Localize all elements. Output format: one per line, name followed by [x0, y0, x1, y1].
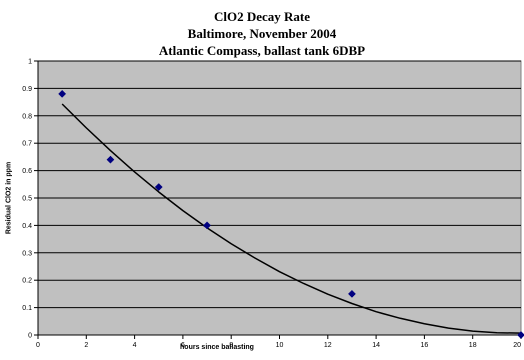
x-tick-label: 12 [324, 342, 332, 349]
chart-title-line-3: Atlantic Compass, ballast tank 6DBP [158, 43, 366, 58]
x-tick-label: 10 [276, 342, 284, 349]
x-tick-label: 0 [36, 342, 40, 349]
y-axis-title: Residual ClO2 in ppm [5, 161, 13, 235]
data-point [517, 331, 524, 339]
data-point [203, 221, 212, 230]
y-tick-label: 0.4 [22, 223, 32, 230]
data-point [347, 289, 356, 298]
x-tick-label: 16 [421, 342, 429, 349]
x-tick-label: 18 [469, 342, 477, 349]
x-tick-label: 14 [372, 342, 380, 349]
y-tick-label: 0 [28, 333, 32, 340]
gridlines [38, 60, 521, 309]
trendline [61, 103, 522, 334]
y-tick-label: 0.7 [22, 141, 32, 148]
y-tick-label: 0.2 [22, 278, 32, 285]
y-tick-label: 0.8 [22, 113, 32, 120]
chart-title-line-1: ClO2 Decay Rate [213, 9, 311, 24]
series [58, 89, 524, 339]
x-axis-title: hours since ballasting [180, 344, 254, 351]
x-tick-label: 2 [84, 342, 88, 349]
y-tick-label: 1 [28, 59, 32, 66]
tick-labels: 00.10.20.30.40.50.60.70.80.910 2 4 6 8 10 12 14… [22, 59, 522, 349]
chart-title-line-2: Baltimore, November 2004 [187, 26, 337, 41]
y-axis-title-wrap: Residual ClO2 in ppm [3, 61, 15, 335]
y-tick-label: 0.1 [22, 305, 32, 312]
y-tick-label: 0.5 [22, 196, 32, 203]
y-tick-label: 0.9 [22, 86, 32, 93]
x-tick-label: 8 [229, 342, 233, 349]
data-point [106, 155, 115, 164]
y-tick-label: 0.3 [22, 250, 32, 257]
y-tick-label: 0.6 [22, 168, 32, 175]
x-tick-label: 6 [181, 342, 185, 349]
data-point [154, 183, 163, 191]
x-tick-label: 20 [513, 342, 521, 349]
x-tick-label: 4 [133, 342, 137, 349]
data-point [58, 89, 67, 98]
